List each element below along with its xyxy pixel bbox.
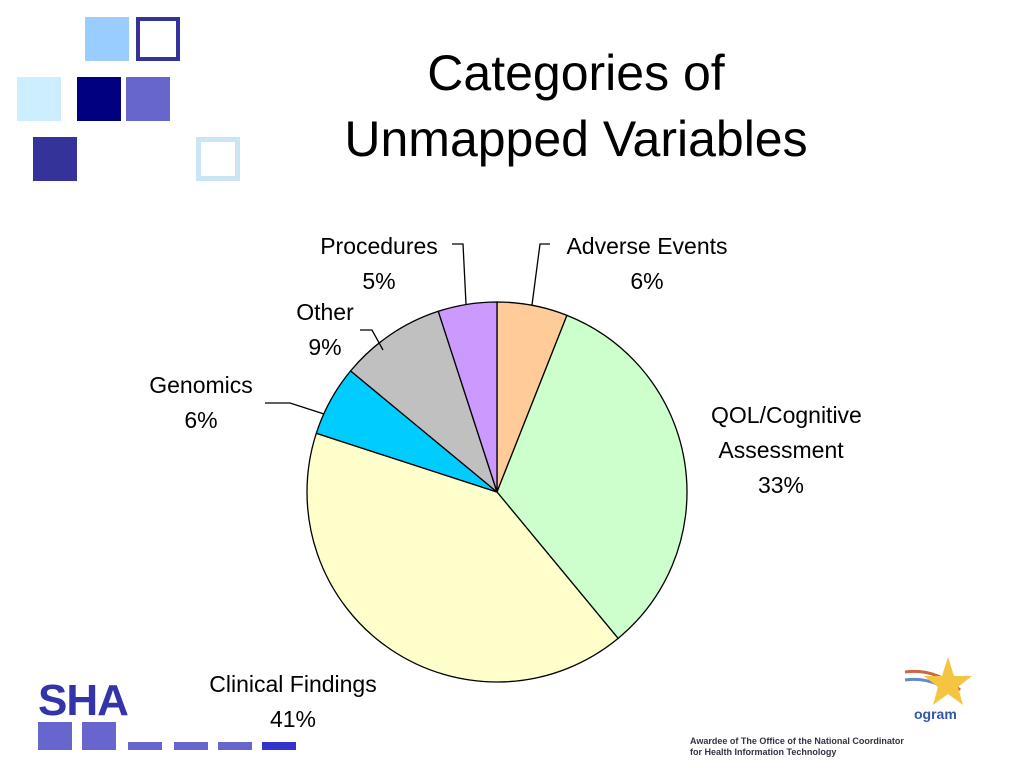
decor-square xyxy=(196,137,240,181)
leader-line xyxy=(531,243,550,306)
chart-title: Categories of Unmapped Variables xyxy=(344,45,808,167)
decor-square xyxy=(85,17,129,61)
pie-slice xyxy=(437,301,498,493)
category-label: Clinical Findings xyxy=(209,671,377,697)
pie-slice xyxy=(349,310,499,494)
category-label: Procedures xyxy=(320,233,438,259)
category-label: QOL/Cognitive Assessment xyxy=(711,402,862,463)
category-label: Genomics xyxy=(149,372,253,398)
leader-line xyxy=(265,402,325,415)
leader-line xyxy=(452,243,467,305)
value-label: 41% xyxy=(269,706,317,732)
logo-left-graphic xyxy=(38,722,296,750)
slice-label: Clinical Findings 41% xyxy=(193,667,393,737)
logo-text: ogram xyxy=(914,706,957,722)
leader-line xyxy=(360,329,384,351)
value-label: 6% xyxy=(184,407,218,433)
category-label: Other xyxy=(296,299,354,325)
decor-square xyxy=(136,17,180,61)
footer-note: Awardee of The Office of the National Co… xyxy=(690,736,904,757)
pie-slice xyxy=(496,314,688,640)
slice-label: Procedures 5% xyxy=(279,229,479,299)
category-label: Adverse Events xyxy=(566,233,728,259)
value-label: 33% xyxy=(757,472,805,498)
slice-label: QOL/Cognitive Assessment 33% xyxy=(681,398,881,503)
decor-square xyxy=(17,77,61,121)
pie-slice xyxy=(306,432,620,683)
decor-square xyxy=(126,77,170,121)
slice-label: Other 9% xyxy=(225,295,425,365)
slice-label: Genomics 6% xyxy=(101,368,301,438)
value-label: 6% xyxy=(630,268,664,294)
value-label: 9% xyxy=(308,334,342,360)
slice-label: Adverse Events 6% xyxy=(547,229,747,299)
logo-right-graphic xyxy=(904,657,972,705)
value-label: 5% xyxy=(362,268,396,294)
decor-square xyxy=(77,77,121,121)
decor-square xyxy=(33,137,77,181)
logo-text: SHA xyxy=(38,676,129,725)
